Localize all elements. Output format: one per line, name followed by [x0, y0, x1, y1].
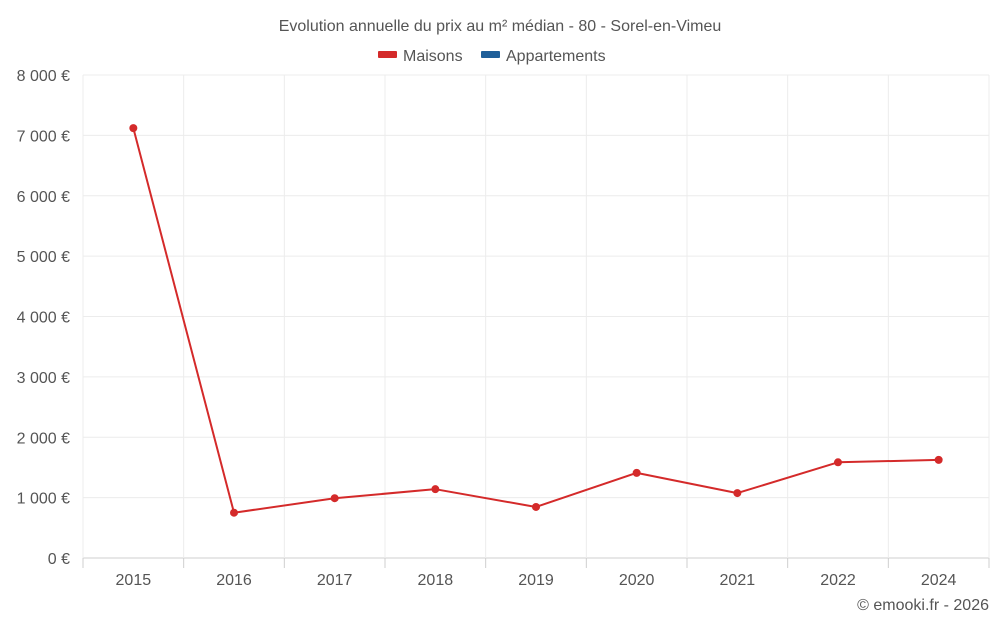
y-tick-label: 7 000 € [17, 128, 70, 145]
y-tick-label: 0 € [48, 551, 70, 568]
credit-text: © emooki.fr - 2026 [857, 597, 989, 614]
series-line-maisons [132, 127, 939, 514]
y-tick-label: 4 000 € [17, 310, 70, 327]
x-tick-label: 2019 [518, 572, 554, 589]
data-point-maisons[interactable] [532, 502, 540, 511]
data-point-maisons[interactable] [733, 489, 742, 498]
legend-item-maisons[interactable]: Maisons [378, 48, 463, 65]
x-tick-label: 2021 [720, 572, 756, 589]
y-tick-label: 5 000 € [17, 249, 70, 266]
data-point-maisons[interactable] [431, 485, 440, 494]
y-tick-label: 6 000 € [17, 189, 70, 206]
chart-title: Evolution annuelle du prix au m² médian … [279, 18, 722, 35]
data-point-maisons[interactable] [230, 508, 238, 517]
x-tick-label: 2017 [317, 572, 353, 589]
legend-label-appartements: Appartements [506, 48, 606, 65]
legend-label-maisons: Maisons [403, 48, 463, 65]
x-tick-label: 2020 [619, 572, 655, 589]
x-axis: 2015 2016 2017 2018 2019 2020 2021 2022 2024 [116, 572, 957, 589]
data-point-maisons[interactable] [129, 124, 138, 133]
y-tick-label: 3 000 € [17, 370, 70, 387]
y-tick-label: 8 000 € [17, 68, 70, 85]
series-layer [129, 124, 943, 517]
y-gridlines [83, 74, 989, 559]
x-tick-label: 2018 [418, 572, 454, 589]
y-tick-label: 2 000 € [17, 430, 70, 447]
data-point-maisons[interactable] [834, 458, 842, 467]
data-point-maisons[interactable] [330, 494, 339, 503]
data-point-maisons[interactable] [934, 455, 943, 464]
y-axis: 0 € 1 000 € 2 000 € 3 000 € 4 000 € 5 000 € 6 … [17, 68, 70, 568]
data-point-maisons[interactable] [632, 468, 641, 477]
x-tick-label: 2022 [820, 572, 856, 589]
legend-item-appartements[interactable]: Appartements [481, 48, 606, 65]
legend-swatch-appartements [481, 51, 500, 58]
y-tick-label: 1 000 € [17, 491, 70, 508]
legend: Maisons Appartements [378, 48, 606, 65]
x-gridlines [82, 75, 990, 568]
legend-swatch-maisons [378, 51, 397, 58]
x-tick-label: 2015 [116, 572, 152, 589]
x-tick-label: 2016 [216, 572, 252, 589]
x-tick-label: 2024 [921, 572, 957, 589]
